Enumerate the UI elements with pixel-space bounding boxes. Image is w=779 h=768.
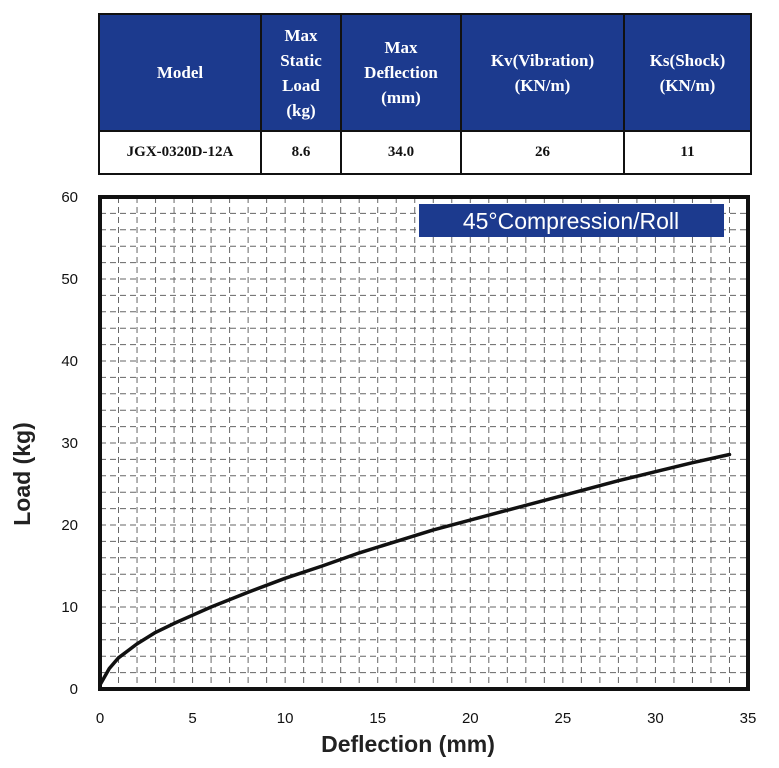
header-line: Max (284, 25, 318, 45)
header-line: Static (280, 50, 322, 70)
header-max-static-load: Max Static Load (kg) (260, 13, 342, 132)
header-max-deflection: Max Deflection (mm) (340, 13, 462, 132)
header-kv-vibration: Kv(Vibration) (KN/m) (460, 13, 625, 132)
series-line (98, 452, 732, 687)
y-tick-label: 10 (61, 599, 78, 616)
y-tick-label: 60 (61, 189, 78, 206)
y-tick-labels: 0 10 20 30 40 50 60 (61, 189, 78, 698)
header-line: Deflection (364, 63, 438, 82)
grid (100, 197, 748, 689)
spec-table: Model Max Static Load (kg) Max Deflection (mm… (98, 13, 752, 175)
x-tick-label: 35 (740, 710, 757, 727)
x-tick-label: 30 (647, 710, 664, 727)
x-tick-label: 5 (188, 710, 196, 727)
x-tick-label: 15 (369, 710, 386, 727)
header-line: (kg) (286, 100, 316, 120)
y-tick-label: 40 (61, 353, 78, 370)
header-model: Model (98, 13, 262, 132)
header-line: Kv(Vibration) (490, 50, 595, 70)
header-line: Ks(Shock) (649, 50, 726, 70)
cell-model: JGX-0320D-12A (98, 130, 262, 175)
x-tick-label: 25 (555, 710, 572, 727)
header-line: (KN/m) (514, 75, 571, 95)
table-row: JGX-0320D-12A 8.6 34.0 26 11 (98, 130, 752, 175)
header-ks-shock: Ks(Shock) (KN/m) (623, 13, 752, 132)
x-tick-label: 10 (277, 710, 294, 727)
x-tick-label: 20 (462, 710, 479, 727)
table-header-row: Model Max Static Load (kg) Max Deflection (mm… (98, 13, 752, 132)
x-tick-label: 0 (96, 710, 104, 727)
cell-kv: 26 (460, 130, 625, 175)
header-line: (KN/m) (659, 75, 716, 95)
chart-title-badge (419, 204, 724, 237)
header-line: Model (156, 63, 204, 82)
x-axis-title: Deflection (mm) (321, 731, 495, 757)
header-line: Max (384, 38, 418, 57)
header-line: (mm) (381, 88, 421, 107)
plot-frame (98, 195, 750, 691)
x-tick-labels: 0 5 10 15 20 25 30 35 (96, 710, 757, 727)
y-axis-title: Load (kg) (9, 422, 35, 526)
cell-max-static-load: 8.6 (260, 130, 342, 175)
curve-layer (98, 452, 732, 687)
chart-title: 45°Compression/Roll (463, 208, 679, 234)
y-tick-label: 50 (61, 271, 78, 288)
y-tick-label: 20 (61, 517, 78, 534)
y-tick-label: 30 (61, 435, 78, 452)
cell-ks: 11 (623, 130, 752, 175)
header-line: Load (282, 75, 320, 95)
y-tick-label: 0 (70, 681, 78, 698)
cell-max-deflection: 34.0 (340, 130, 462, 175)
